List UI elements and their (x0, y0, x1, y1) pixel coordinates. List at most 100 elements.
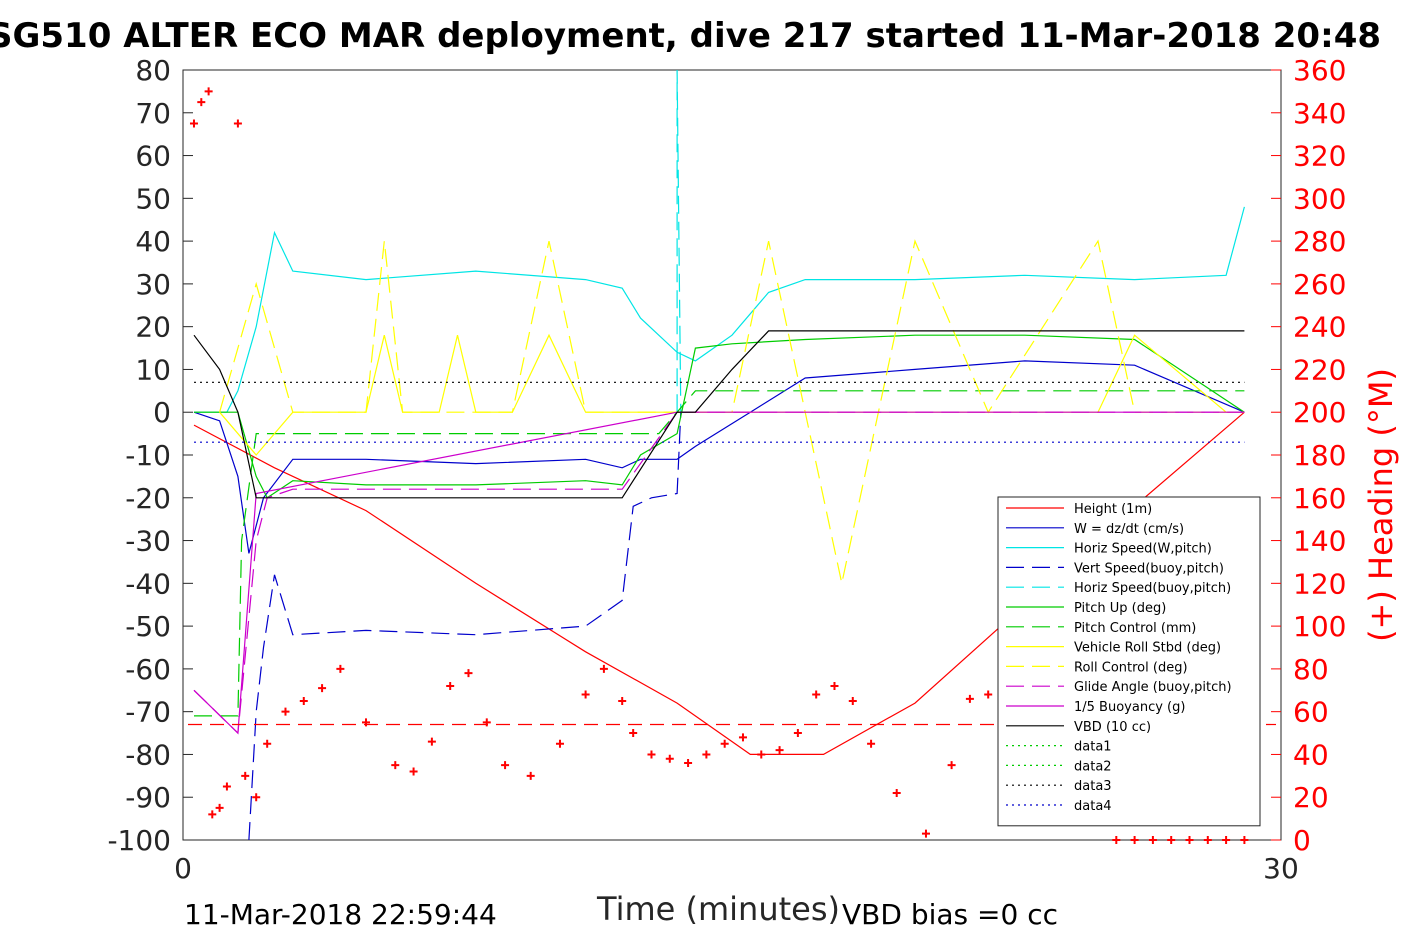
y-right-tick-label: 40 (1293, 738, 1329, 771)
y-right-tick-label: 280 (1293, 225, 1346, 258)
heading-marker (702, 750, 711, 759)
y-left-tick-label: 70 (135, 97, 171, 130)
y-right-tick-label: 320 (1293, 140, 1346, 173)
heading-marker (252, 793, 261, 802)
legend: Height (1m) W = dz/dt (cm/s) Horiz Speed(W… (997, 496, 1261, 827)
heading-marker (1130, 836, 1139, 844)
series-line-11 (193, 330, 1245, 499)
heading-marker (464, 669, 473, 678)
heading-marker (215, 803, 224, 812)
heading-marker (241, 771, 250, 780)
heading-marker (757, 750, 766, 759)
legend-label: Vehicle Roll Stbd (deg) (1074, 641, 1221, 656)
y-left-tick-label: -40 (125, 567, 171, 600)
y-left-tick-label: 30 (135, 268, 171, 301)
series-line-4 (676, 69, 682, 413)
heading-marker (965, 694, 974, 703)
heading-marker (1112, 836, 1121, 844)
y-right-tick-label: 220 (1293, 353, 1346, 386)
legend-label: Horiz Speed(buoy,pitch) (1074, 581, 1231, 596)
heading-marker (1148, 836, 1157, 844)
series-line-6 (194, 390, 1245, 717)
y-left-tick-label: -30 (125, 525, 171, 558)
legend-label: Height (1m) (1074, 502, 1152, 517)
heading-marker (1167, 836, 1176, 844)
legend-label: Vert Speed(buoy,pitch) (1074, 561, 1224, 576)
heading-marker (501, 761, 510, 770)
y-right-tick-label: 140 (1293, 525, 1346, 558)
y-right-tick-label: 120 (1293, 567, 1346, 600)
y-left-tick-label: 0 (153, 396, 171, 429)
heading-marker (427, 737, 436, 746)
heading-marker (720, 739, 729, 748)
heading-marker (812, 690, 821, 699)
heading-marker (208, 810, 217, 819)
series-line-1 (193, 360, 1245, 554)
y-right-tick-label: 260 (1293, 268, 1346, 301)
heading-marker (391, 761, 400, 770)
series-line-5 (194, 334, 1245, 499)
y-left-tick-label: -90 (125, 781, 171, 814)
heading-marker (189, 119, 198, 128)
y-left-tick-label: 60 (135, 140, 171, 173)
y-right-tick-label: 60 (1293, 696, 1329, 729)
legend-label: 1/5 Buoyancy (g) (1074, 700, 1185, 715)
series-line-10 (193, 411, 1245, 735)
heading-marker (647, 750, 656, 759)
heading-marker (830, 682, 839, 690)
footer-timestamp: 11-Mar-2018 22:59:44 (184, 898, 497, 931)
heading-marker (1203, 836, 1212, 844)
legend-label: Pitch Control (mm) (1074, 621, 1196, 636)
y-right-tick-label: 360 (1293, 54, 1346, 87)
heading-marker (848, 696, 857, 705)
heading-marker (599, 664, 608, 673)
heading-marker (281, 707, 290, 716)
footer-vbd-bias: VBD bias =0 cc (842, 898, 1058, 931)
heading-marker (1185, 836, 1194, 844)
heading-marker (555, 739, 564, 748)
x-axis: 0 30 (174, 830, 1299, 885)
y-left-tick-label: 80 (135, 54, 171, 87)
heading-marker (336, 664, 345, 673)
heading-marker (526, 771, 535, 780)
heading-marker (263, 739, 272, 748)
heading-marker (482, 718, 491, 727)
y-right-tick-label: 240 (1293, 311, 1346, 344)
legend-label: W = dz/dt (cm/s) (1074, 522, 1184, 537)
legend-label: Horiz Speed(W,pitch) (1074, 542, 1212, 557)
y-left-tick-label: -50 (125, 610, 171, 643)
y-left-tick-label: 10 (135, 353, 171, 386)
heading-marker (793, 729, 802, 738)
heading-marker (204, 87, 213, 96)
heading-marker (233, 119, 242, 128)
heading-marker (222, 782, 231, 791)
y-left-axis: 80 70 60 50 40 30 20 10 0 -10 -20 -30 -40 -50 -60 -70 -8… (107, 54, 193, 857)
heading-marker (318, 684, 327, 693)
legend-label: data2 (1074, 759, 1112, 774)
legend-label: Glide Angle (buoy,pitch) (1074, 680, 1232, 695)
y-left-tick-label: -10 (125, 439, 171, 472)
heading-marker (362, 718, 370, 727)
legend-label: Roll Control (deg) (1074, 660, 1188, 675)
y-left-tick-label: 20 (135, 311, 171, 344)
y-left-tick-label: -80 (125, 738, 171, 771)
series-line-2 (194, 206, 1245, 413)
y-right-tick-label: 80 (1293, 653, 1329, 686)
heading-marker (581, 690, 590, 699)
heading-marker (618, 696, 627, 705)
legend-label: data1 (1074, 740, 1112, 755)
y-right-tick-label: 300 (1293, 182, 1346, 215)
heading-marker (665, 754, 674, 763)
legend-label: data3 (1074, 779, 1112, 794)
heading-marker (409, 767, 418, 776)
y-left-tick-label: 40 (135, 225, 171, 258)
heading-marker (1240, 836, 1249, 844)
y-right-tick-label: 340 (1293, 97, 1346, 130)
y-right-tick-label: 100 (1293, 610, 1346, 643)
heading-marker (629, 729, 638, 738)
y-right-tick-label: 0 (1293, 824, 1311, 857)
heading-marker (947, 761, 956, 770)
y-right-tick-label: 20 (1293, 781, 1329, 814)
chart-title: SG510 ALTER ECO MAR deployment, dive 217… (0, 16, 1382, 56)
